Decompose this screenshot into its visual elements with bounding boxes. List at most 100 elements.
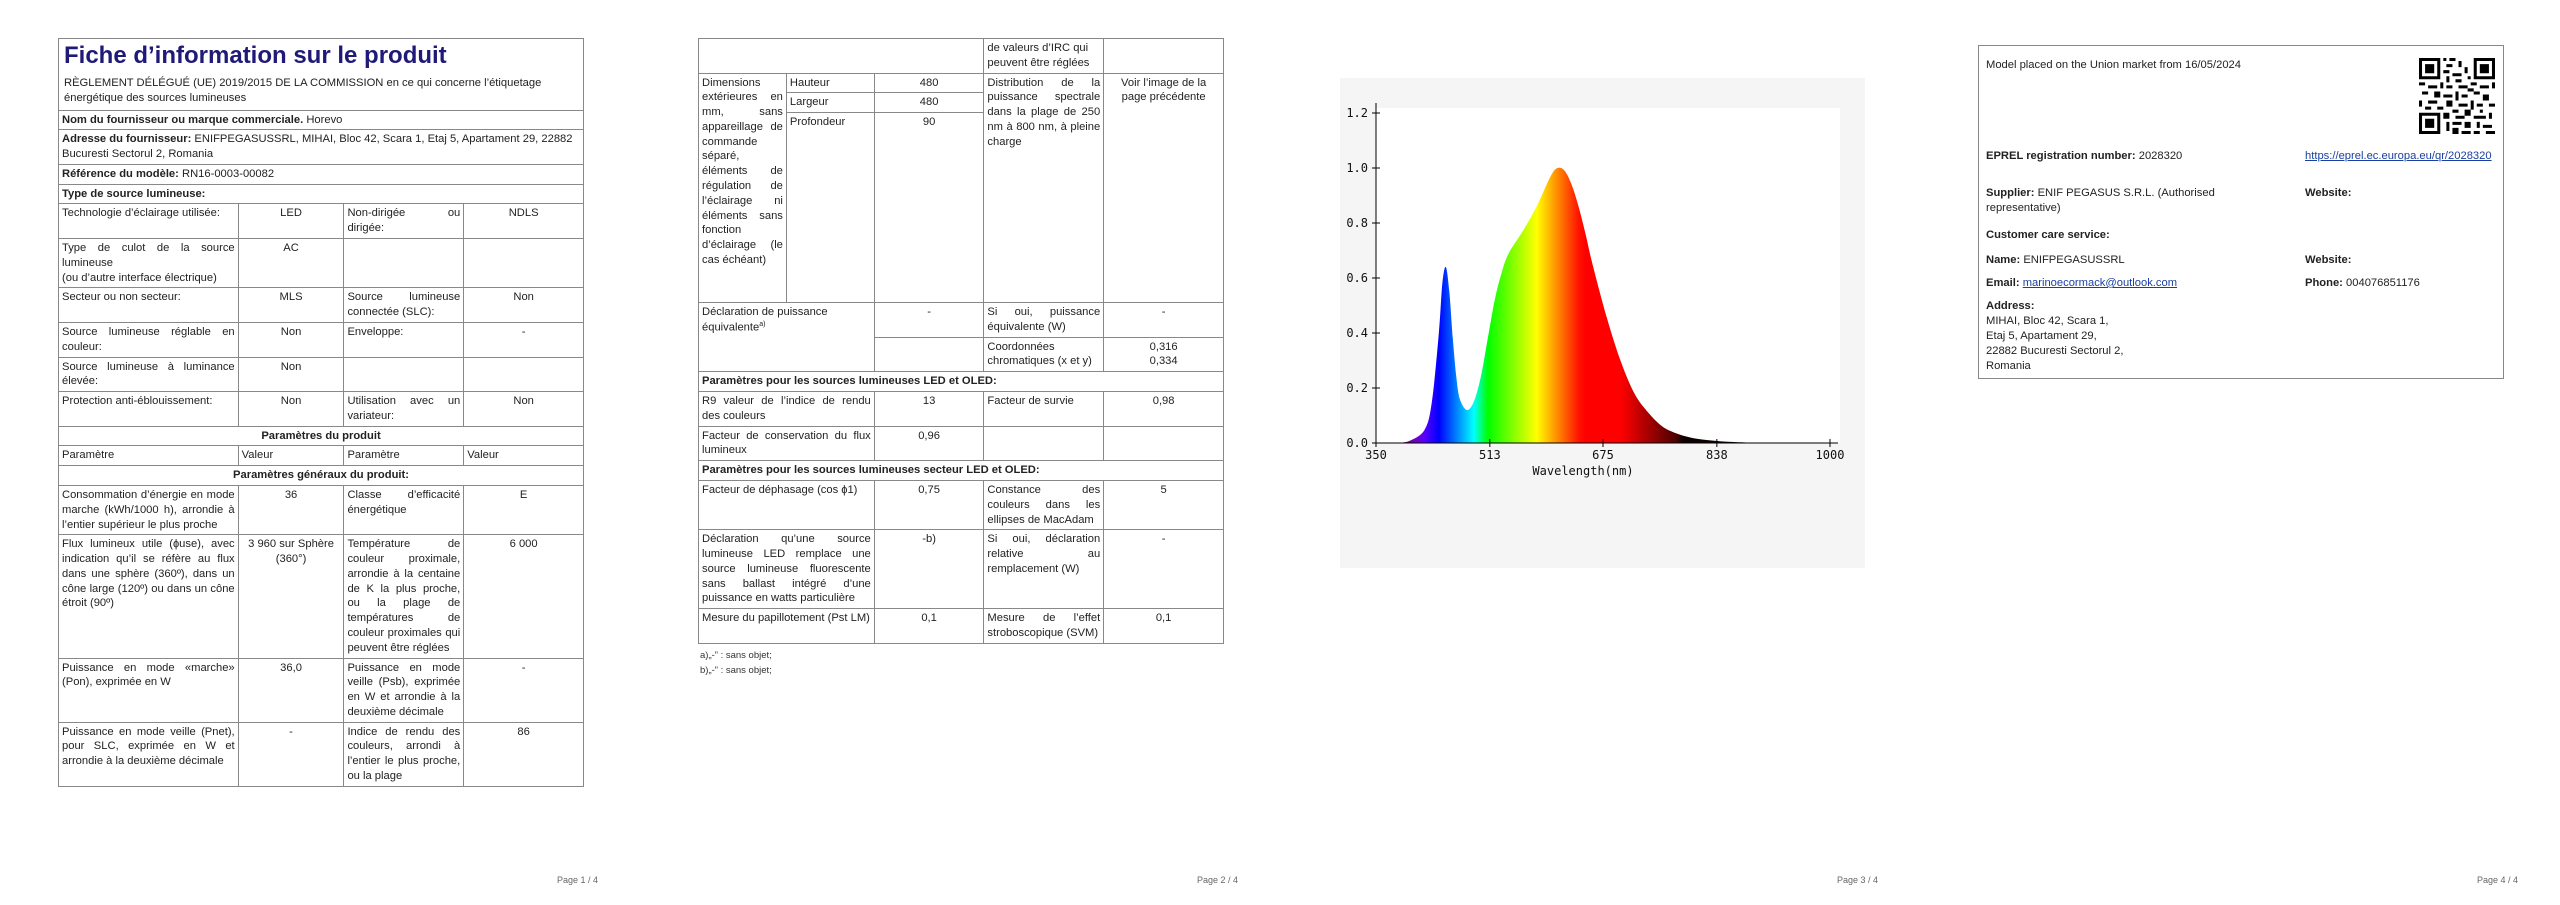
footnotes: a)„-” : sans objet; b)„-” : sans objet; <box>700 646 772 676</box>
model-label: Référence du modèle: <box>62 167 179 180</box>
table-cell: 6 000 <box>463 534 584 659</box>
table-row: Type de culot de la source lumineuse (ou… <box>58 238 584 289</box>
table-cell: 36,0 <box>237 657 345 723</box>
params-heading: Paramètres du produit <box>58 425 584 447</box>
table-cell: - <box>463 321 584 358</box>
email-link[interactable]: marinoecormack@outlook.com <box>2022 277 2178 289</box>
website-label: Website: <box>2305 187 2352 199</box>
table-cell: Température de couleur proximale, arrond… <box>343 534 465 659</box>
x-tick-label: 1000 <box>1816 448 1845 462</box>
address-line: Romania <box>1986 360 2031 373</box>
address-line: 22882 Bucuresti Sectorul 2, <box>1986 345 2124 358</box>
table-cell: Protection anti-éblouissement: <box>58 391 239 427</box>
page-bottom-margin <box>0 848 640 905</box>
spectrum-area <box>1376 167 1830 443</box>
website-label-2: Website: <box>2305 254 2352 266</box>
table-cell: MLS <box>237 287 345 323</box>
table-row: Facteur de déphasage (cos ɸ1) 0,75 Constan… <box>698 479 1224 531</box>
table-cell: R9 valeur de l’indice de rendu des coule… <box>698 391 875 427</box>
address-label: Address: <box>1986 300 2035 312</box>
address-value: ENIFPEGASUSSRL, MIHAI, Bloc 42, Scara 1,… <box>62 133 573 161</box>
table-row: Puissance en mode veille (Pnet), pour SL… <box>58 721 584 787</box>
table-row: Protection anti-éblouissement: Non Utilisa… <box>58 391 584 427</box>
table-cell <box>343 356 465 393</box>
equiv-value: - <box>873 302 985 338</box>
model-value: RN16-0003-00082 <box>182 167 275 180</box>
eprel-link[interactable]: https://eprel.ec.europa.eu/qr/2028320 <box>2305 150 2492 162</box>
name-label: Name: <box>1986 254 2021 266</box>
dim-width-label: Largeur <box>785 92 875 114</box>
equiv-power-value: - <box>1103 302 1224 338</box>
table-cell: Technologie d’éclairage utilisée: <box>58 203 239 240</box>
col-header: Valeur <box>237 445 345 467</box>
table-cell: Non <box>237 356 345 393</box>
table-cell: Facteur de conservation du flux lumineux <box>698 425 875 462</box>
table-cell: Mesure de l’effet stroboscopique (SVM) <box>983 608 1105 644</box>
table-cell: 86 <box>463 721 584 787</box>
table-cell: Source lumineuse à luminance élevée: <box>58 356 239 393</box>
table-cell: Non <box>463 287 584 323</box>
table-cell: Utilisation avec un variateur: <box>343 391 465 427</box>
footnote-a: a)„-” : sans objet; <box>700 650 772 661</box>
y-tick-label: 0.8 <box>1346 216 1368 230</box>
page-3: 0.0 0.2 0.4 0.6 0.8 1.0 1.2 350 513 675 838 1000 Wav… <box>1280 0 1920 905</box>
table-cell <box>463 238 584 289</box>
table-cell: Si oui, déclaration relative au remplace… <box>983 529 1105 610</box>
address-line: MIHAI, Bloc 42, Scara 1, <box>1986 315 2109 328</box>
page-number: Page 1 / 4 <box>556 875 598 885</box>
table-row: Source lumineuse réglable en couleur: Non… <box>58 321 584 358</box>
x-axis-label: Wavelength(nm) <box>1532 464 1633 478</box>
chroma-values: 0,316 0,334 <box>1103 336 1224 373</box>
table-cell: Puissance en mode veille (Psb), exprimée… <box>343 657 465 723</box>
table-cell: 0,96 <box>873 425 985 462</box>
spectral-label: Distribution de la puissance spectrale d… <box>983 72 1105 304</box>
x-tick-label: 838 <box>1706 448 1728 462</box>
page-1: Fiche d’information sur le produit RÈGLE… <box>0 0 640 905</box>
table-cell: Non <box>463 391 584 427</box>
y-tick-label: 1.2 <box>1346 106 1368 120</box>
dim-height-label: Hauteur <box>785 72 875 94</box>
table-cell: 5 <box>1103 479 1224 531</box>
table-row: Consommation d’énergie en mode marche (k… <box>58 484 584 536</box>
table-cell: 0,75 <box>873 479 985 531</box>
table-cell <box>463 356 584 393</box>
dimensions-label: Dimensions extérieures en mm, sans appar… <box>698 72 787 304</box>
table-cell: - <box>463 657 584 723</box>
email-label: Email: <box>1986 277 2020 289</box>
table-cell: AC <box>237 238 345 289</box>
y-tick-label: 0.4 <box>1346 326 1368 340</box>
product-info-table-continued: de valeurs d’IRC qui peuvent être réglée… <box>697 38 1224 644</box>
table-cell: -b) <box>873 529 985 610</box>
table-cell: Type de culot de la source lumineuse (ou… <box>58 238 239 289</box>
address-label: Adresse du fournisseur: <box>62 133 192 146</box>
table-cell: 3 960 sur Sphère (360°) <box>237 534 345 659</box>
customer-care-heading: Customer care service: <box>1986 229 2110 241</box>
spectral-value: Voir l’image de la page précédente <box>1103 72 1224 304</box>
table-row: Mesure du papillotement (Pst LM) 0,1 Mesur… <box>698 608 1224 644</box>
x-tick-label: 350 <box>1365 448 1387 462</box>
table-cell: 0,98 <box>1103 391 1224 427</box>
table-cell: Source lumineuse réglable en couleur: <box>58 321 239 358</box>
table-cell: Secteur ou non secteur: <box>58 287 239 323</box>
supplier-label: Supplier: <box>1986 187 2035 199</box>
table-row: Facteur de conservation du flux lumineux… <box>698 425 1224 462</box>
product-info-table: Fiche d’information sur le produit RÈGLE… <box>58 38 584 787</box>
page-number: Page 4 / 4 <box>2476 875 2518 885</box>
table-cell <box>983 425 1105 462</box>
table-cell: Indice de rendu des couleurs, arrondi à … <box>343 721 465 787</box>
footnote-b: b)„-” : sans objet; <box>700 665 772 676</box>
col-header: Paramètre <box>58 445 239 467</box>
table-cell: Puissance en mode veille (Pnet), pour SL… <box>58 721 239 787</box>
table-cell: 0,1 <box>1103 608 1224 644</box>
table-cell: Consommation d’énergie en mode marche (k… <box>58 484 239 536</box>
y-tick-label: 1.0 <box>1346 161 1368 175</box>
table-cell: Source lumineuse connectée (SLC): <box>343 287 465 323</box>
type-heading: Type de source lumineuse: <box>58 183 584 205</box>
table-row: Puissance en mode «marche» (Pon), exprim… <box>58 657 584 723</box>
regulation-text: RÈGLEMENT DÉLÉGUÉ (UE) 2019/2015 DE LA C… <box>64 77 542 104</box>
table-cell: Non <box>237 391 345 427</box>
table-cell: Constance des couleurs dans les ellipses… <box>983 479 1105 531</box>
chroma-label: Coordonnées chromatiques (x et y) <box>983 336 1105 373</box>
supplier-label: Nom du fournisseur ou marque commerciale… <box>62 113 304 126</box>
equiv-label: Déclaration de puissance équivalentea) <box>698 302 875 373</box>
